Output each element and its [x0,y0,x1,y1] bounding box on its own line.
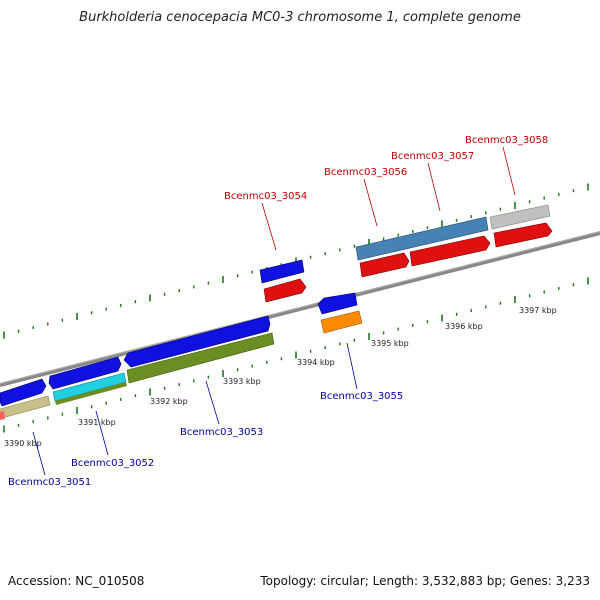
accession-text: Accession: NC_010508 [8,574,145,588]
genome-summary-text: Topology: circular; Length: 3,532,883 bp… [260,574,590,588]
scale-label-3396: 3396 kbp [445,322,483,331]
gene-arrow-3057[interactable] [409,235,491,267]
protein-bar-3055 [320,310,363,334]
page-title: Burkholderia cenocepacia MC0-3 chromosom… [79,10,521,25]
scale-label-3394: 3394 kbp [297,358,335,367]
protein-bar-3051-red [0,411,5,420]
gene-label-3055[interactable]: Bcenmc03_3055 [320,391,403,402]
protein-bar-3056 [355,216,489,261]
protein-bar-3058 [489,204,551,230]
gene-label-3051[interactable]: Bcenmc03_3051 [8,477,91,488]
leader-line-3052 [95,410,109,456]
protein-bar-3051 [0,395,51,419]
gene-arrow-3055[interactable] [317,292,358,315]
leader-line-3055 [346,342,358,390]
gene-arrow-3052[interactable] [48,356,122,390]
gene-label-3052[interactable]: Bcenmc03_3052 [71,458,154,469]
gene-label-3058[interactable]: Bcenmc03_3058 [465,135,548,146]
gene-label-3054[interactable]: Bcenmc03_3054 [224,191,307,202]
protein-bar-3053 [126,332,275,384]
leader-line-3054 [261,202,277,251]
upper-scale-ticks [3,183,589,339]
leader-line-3058 [502,146,516,196]
chromosome-backbone [0,231,600,387]
gene-arrow-3056[interactable] [359,252,410,278]
leader-line-3056 [363,178,378,227]
chromosome-backbone-highlight [0,231,600,384]
leader-line-3057 [427,162,441,212]
gene-label-3056[interactable]: Bcenmc03_3056 [324,167,407,178]
protein-bar-3054 [263,278,307,303]
gene-label-3053[interactable]: Bcenmc03_3053 [180,427,263,438]
gene-label-3057[interactable]: Bcenmc03_3057 [391,151,474,162]
leader-line-3053 [205,380,220,425]
scale-label-3390: 3390 kbp [4,439,42,448]
scale-label-3392: 3392 kbp [150,397,188,406]
scale-label-3391: 3391 kbp [78,418,116,427]
lower-scale-ticks [3,277,589,433]
scale-label-3397: 3397 kbp [519,306,557,315]
scale-label-3395: 3395 kbp [371,339,409,348]
scale-label-3393: 3393 kbp [223,377,261,386]
gene-arrow-3053[interactable] [123,315,271,368]
gene-arrow-3058[interactable] [493,222,553,248]
protein-bar-3052-olive [55,382,127,405]
leader-line-3051 [32,431,46,476]
gene-arrow-3051[interactable] [0,378,47,407]
gene-arrow-3054[interactable] [259,259,305,284]
